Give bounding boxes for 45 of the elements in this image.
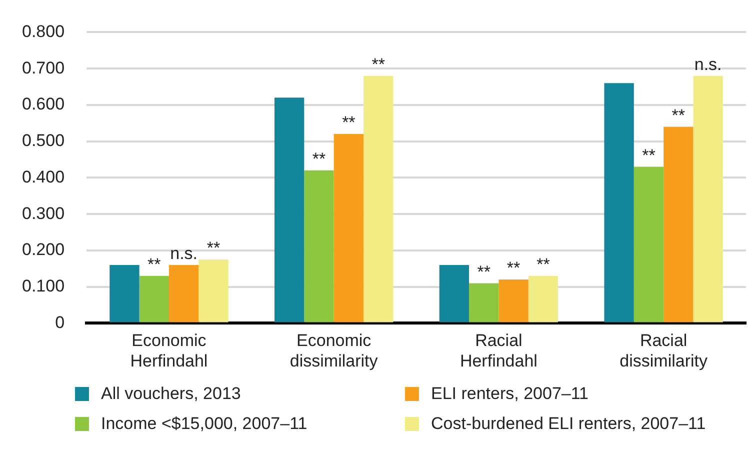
bar <box>139 276 169 322</box>
data-label: ** <box>372 55 386 74</box>
bar <box>334 134 364 322</box>
bar <box>528 276 558 322</box>
bar <box>198 260 228 322</box>
legend-label: ELI renters, 2007–11 <box>431 384 589 404</box>
x-tick-label: Racial Herfindahl <box>460 331 538 370</box>
bar <box>469 283 499 322</box>
legend-label: Income <$15,000, 2007–11 <box>101 414 308 434</box>
bar <box>304 170 334 322</box>
x-tick-label: Economic dissimilarity <box>290 331 378 370</box>
x-tick-label: Economic Herfindahl <box>130 331 208 370</box>
y-tick-label: 0.200 <box>22 240 65 260</box>
y-tick-label: 0.600 <box>22 94 65 114</box>
legend-label: Cost-burdened ELI renters, 2007–11 <box>431 414 706 434</box>
bar <box>364 76 394 322</box>
y-tick-label: 0.100 <box>22 276 65 296</box>
x-tick-label: Racial dissimilarity <box>620 331 708 370</box>
data-label: ** <box>536 255 550 274</box>
data-label: n.s. <box>694 55 722 74</box>
bar <box>604 83 634 322</box>
bar <box>693 76 723 322</box>
data-label: n.s. <box>170 244 198 264</box>
bar <box>110 265 140 322</box>
legend-label: All vouchers, 2013 <box>101 384 241 404</box>
y-tick-label: 0.500 <box>22 131 65 150</box>
data-label: ** <box>206 238 220 258</box>
data-label: ** <box>342 113 356 132</box>
data-label: ** <box>672 106 686 125</box>
bar <box>274 98 304 322</box>
y-tick-label: 0.300 <box>22 204 65 223</box>
data-label: ** <box>312 150 326 169</box>
bar <box>664 126 694 322</box>
y-tick-label: 0.700 <box>22 58 65 78</box>
data-label: ** <box>506 258 521 278</box>
data-label: ** <box>477 262 491 282</box>
bar <box>634 166 664 322</box>
y-tick-label: 0.800 <box>22 22 65 41</box>
data-label: ** <box>642 146 656 165</box>
y-tick-label: 0.400 <box>22 167 65 186</box>
bar <box>498 280 528 322</box>
y-tick-label: 0 <box>55 312 65 332</box>
bar <box>439 265 470 322</box>
data-label: ** <box>148 255 162 274</box>
bar <box>168 265 199 322</box>
